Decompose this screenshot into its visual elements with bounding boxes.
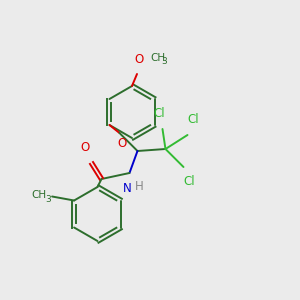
- Text: 3: 3: [45, 195, 51, 204]
- Text: O: O: [134, 53, 144, 66]
- Text: H: H: [135, 180, 144, 193]
- Text: Cl: Cl: [154, 107, 165, 120]
- Text: N: N: [123, 182, 132, 195]
- Text: Cl: Cl: [188, 113, 199, 126]
- Text: CH: CH: [31, 190, 46, 200]
- Text: O: O: [81, 141, 90, 154]
- Text: Cl: Cl: [184, 175, 195, 188]
- Text: CH: CH: [150, 53, 165, 63]
- Text: 3: 3: [161, 57, 167, 66]
- Text: O: O: [118, 137, 127, 150]
